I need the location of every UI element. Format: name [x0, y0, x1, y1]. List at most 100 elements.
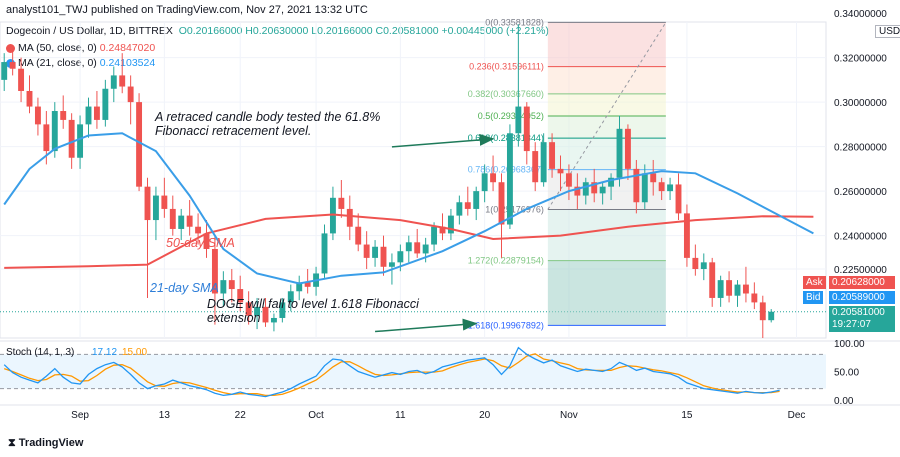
candle-body — [616, 128, 623, 178]
candle-body — [768, 311, 775, 321]
candle-body — [557, 168, 564, 174]
fib-level-label: 0.382(0.30367660) — [468, 89, 544, 99]
candle-body — [582, 182, 589, 196]
x-tick-label: Sep — [71, 410, 89, 421]
candle-body — [18, 68, 25, 91]
candle-body — [77, 124, 84, 158]
y-tick-label: 0.26000000 — [834, 187, 887, 198]
candle-body — [152, 195, 159, 221]
candle-body — [414, 242, 421, 254]
tradingview-logo[interactable]: ⧗ TradingView — [8, 437, 83, 450]
candle-body — [599, 186, 606, 194]
bid-badge: Bid 0.20589000 — [803, 291, 895, 304]
fib-level-label: 0.618(0.28381344) — [468, 133, 544, 143]
stoch-title: Stoch (14, 1, 3) — [6, 347, 74, 358]
symbol-legend: Dogecoin / US Dollar, 1D, BITTREX O0.201… — [6, 25, 549, 37]
ma21-value: 0.24103524 — [99, 57, 156, 69]
eye-icon[interactable] — [6, 43, 15, 53]
candle-body — [532, 151, 539, 183]
candle-body — [574, 186, 581, 196]
sma50-annotation: 50-day SMA — [166, 236, 235, 250]
candle-body — [220, 280, 227, 294]
sma21-annotation: 21-day SMA — [150, 281, 219, 295]
candle-body — [540, 142, 547, 183]
candle-body — [34, 106, 41, 125]
y-tick-label: 0.30000000 — [834, 98, 887, 109]
candle-body — [279, 302, 286, 318]
annotation-line: Fibonacci retracement level. — [155, 124, 312, 138]
candle-body — [43, 124, 50, 152]
candle-body — [683, 213, 690, 258]
currency-badge[interactable]: USD — [875, 25, 900, 38]
candle-body — [119, 75, 126, 87]
candle-body — [700, 262, 707, 270]
candle-body — [734, 284, 741, 296]
x-tick-label: Nov — [560, 410, 578, 421]
stoch-k-line — [3, 346, 780, 398]
candle-body — [26, 90, 33, 107]
candle-body — [178, 215, 185, 229]
ma50-line — [4, 213, 814, 269]
x-tick-label: Dec — [788, 410, 806, 421]
fib-level-label: 0(0.33581828) — [485, 17, 544, 27]
retrace-annotation: A retraced candle body tested the 61.8% … — [155, 110, 380, 138]
ask-price: 0.20628000 — [832, 277, 885, 288]
annotation-line: extension — [207, 311, 261, 325]
fib-zone — [547, 169, 666, 210]
candle-body — [490, 173, 497, 183]
candle-body — [262, 306, 269, 323]
fib-zone — [547, 22, 666, 67]
candle-body — [110, 75, 117, 89]
ma50-value: 0.24847020 — [99, 42, 156, 54]
stoch-d-line — [3, 353, 780, 397]
candle-body — [515, 106, 522, 134]
tradingview-icon: ⧗ — [8, 437, 16, 449]
fib-level-label: 1.618(0.19967892) — [468, 320, 544, 330]
candle-body — [287, 291, 294, 303]
y-tick-label: 0.24000000 — [834, 232, 887, 243]
candle-countdown: 19:27:07 — [832, 319, 871, 330]
candle-body — [624, 128, 631, 169]
fib-level-label: 0.786(0.26968367) — [468, 165, 544, 175]
candle-body — [692, 257, 699, 270]
candle-body — [439, 226, 446, 234]
candle-body — [397, 251, 404, 263]
fib-zone — [547, 93, 666, 117]
x-tick-label: 20 — [479, 410, 491, 421]
candle-body — [144, 186, 151, 221]
last-price-badge: 0.20581000 19:27:07 — [829, 306, 895, 332]
ask-label: Ask — [803, 276, 826, 289]
candle-body — [211, 248, 218, 294]
candle-body — [304, 282, 311, 287]
fib-level-label: 1.272(0.22879154) — [468, 256, 544, 266]
ma50-legend: MA (50, close, 0) 0.24847020 — [6, 42, 155, 54]
fib-level-label: 1(0.25176976) — [485, 204, 544, 214]
candle-body — [338, 197, 345, 209]
publisher-header: analyst101_TWJ published on TradingView.… — [6, 4, 368, 16]
candle-body — [93, 106, 100, 120]
last-price: 0.20581000 — [832, 307, 885, 318]
fib-zone — [547, 116, 666, 139]
fib-zone — [547, 66, 666, 94]
stoch-y-tick-label: 0.00 — [834, 396, 854, 407]
y-tick-label: 0.34000000 — [834, 9, 887, 20]
stoch-y-tick-label: 50.00 — [834, 368, 859, 379]
candle-body — [742, 284, 749, 294]
stoch-d-value: 15.00 — [122, 347, 147, 358]
fib-zone — [547, 138, 666, 170]
fib-zone — [547, 260, 666, 326]
x-tick-label: 22 — [235, 410, 247, 421]
annotation-arrow — [375, 318, 478, 333]
candle-body — [9, 62, 16, 69]
candle-body — [195, 226, 202, 234]
candle-body — [498, 182, 505, 225]
candle-body — [759, 302, 766, 321]
candle-body — [431, 226, 438, 245]
candle-body — [1, 62, 8, 80]
candle-body — [245, 302, 252, 316]
annotation-arrow — [391, 133, 495, 148]
candle-body — [650, 173, 657, 183]
fib-level-label: 0.236(0.31596111) — [469, 62, 544, 72]
candle-body — [456, 202, 463, 216]
